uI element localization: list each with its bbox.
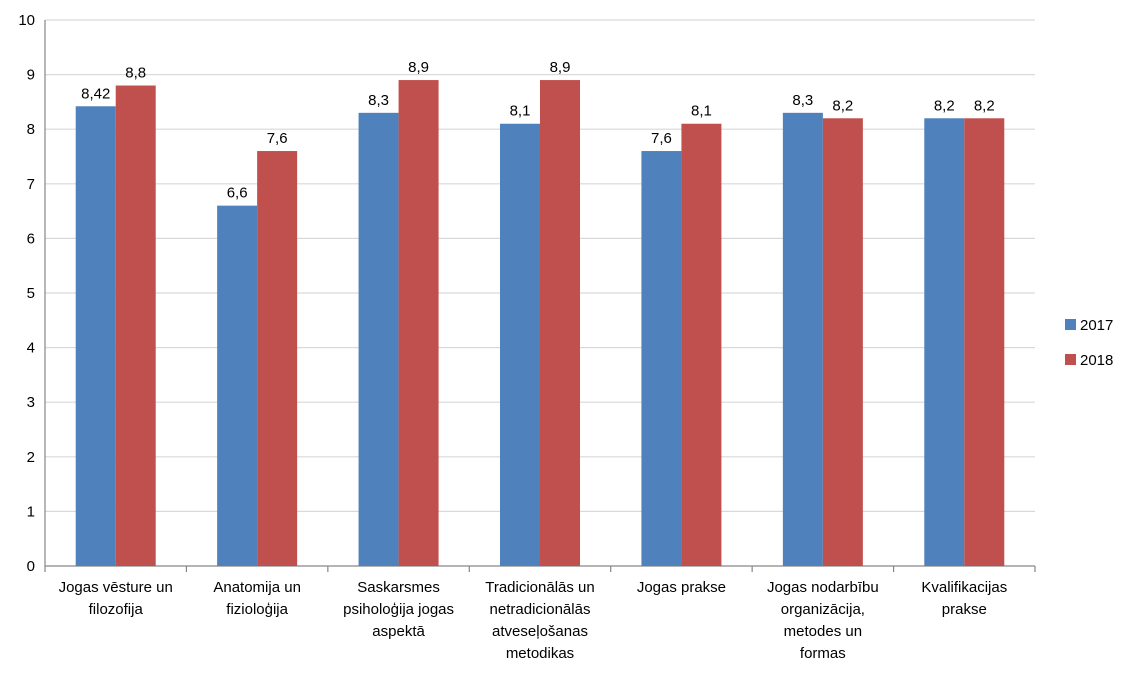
category-label-line: Tradicionālās un [485, 579, 595, 596]
category-label-line: filozofija [89, 601, 144, 618]
data-label-2018: 8,9 [408, 59, 429, 76]
data-label-2018: 8,1 [691, 103, 712, 120]
data-label-2017: 7,6 [651, 130, 672, 147]
category-label-line: organizācija, [781, 601, 865, 618]
y-tick-label: 1 [27, 503, 35, 520]
y-tick-label: 3 [27, 394, 35, 411]
y-tick-label: 10 [18, 12, 35, 29]
legend-label-2017: 2017 [1080, 317, 1113, 334]
category-label-line: fizioloģija [226, 601, 288, 618]
bar-2017 [641, 151, 682, 567]
legend-label-2018: 2018 [1080, 352, 1113, 369]
data-label-2018: 8,8 [125, 65, 146, 82]
category-label-line: Jogas vēsture un [59, 579, 173, 596]
data-label-2018: 7,6 [267, 130, 288, 147]
data-label-2017: 8,1 [510, 103, 531, 120]
bar-2017 [75, 106, 116, 566]
data-label-2017: 8,3 [792, 92, 813, 109]
category-label-line: netradicionālās [490, 601, 591, 618]
category-label: Jogas prakse [637, 579, 726, 596]
legend-swatch-2018 [1065, 354, 1076, 365]
bar-2017 [358, 112, 399, 566]
bar-2018 [115, 85, 156, 567]
data-label-2018: 8,9 [550, 59, 571, 76]
category-label: Kvalifikacijas prakse [921, 579, 1007, 618]
bar-2018 [257, 151, 298, 567]
category-label-line: Jogas prakse [637, 579, 726, 596]
category-label-line: metodes un [784, 623, 862, 640]
category-label-line: prakse [942, 601, 987, 618]
y-tick-label: 8 [27, 121, 35, 138]
category-label-line: metodikas [506, 645, 574, 662]
data-label-2018: 8,2 [974, 97, 995, 114]
y-tick-label: 6 [27, 230, 35, 247]
data-label-2017: 8,42 [81, 85, 110, 102]
data-label-2018: 8,2 [832, 97, 853, 114]
y-tick-label: 9 [27, 67, 35, 84]
bar-2017 [782, 112, 823, 566]
bar-2018 [398, 80, 439, 566]
bar-2018 [822, 118, 863, 566]
data-label-2017: 8,2 [934, 97, 955, 114]
category-label: Saskarsmes psiholoģija jogas aspektā [343, 579, 454, 640]
category-label: Jogas vēsture un filozofija [59, 579, 173, 618]
bar-2017 [924, 118, 965, 566]
y-tick-label: 4 [27, 340, 35, 357]
category-label-line: psiholoģija jogas [343, 601, 454, 618]
category-label: Jogas nodarbību organizācija, metodes un fo… [767, 579, 879, 662]
category-label-line: Kvalifikacijas [921, 579, 1007, 596]
y-tick-label: 5 [27, 285, 35, 302]
category-label-line: Jogas nodarbību [767, 579, 879, 596]
category-label-line: Anatomija un [213, 579, 301, 596]
data-label-2017: 6,6 [227, 185, 248, 202]
bar-2018 [681, 123, 722, 567]
category-label-line: Saskarsmes [357, 579, 440, 596]
bar-2017 [500, 123, 540, 567]
y-tick-label: 7 [27, 176, 35, 193]
legend-swatch-2017 [1065, 319, 1076, 330]
category-label: Tradicionālās un netradicionālās atveseļoš… [485, 579, 595, 662]
category-label-line: formas [800, 645, 846, 662]
bar-2018 [540, 80, 580, 566]
bar-2017 [217, 205, 258, 566]
bar-2018 [964, 118, 1005, 566]
y-tick-label: 2 [27, 449, 35, 466]
y-tick-label: 0 [27, 558, 35, 575]
category-label: Anatomija un fizioloģija [213, 579, 301, 618]
category-label-line: aspektā [372, 623, 425, 640]
category-label-line: atveseļošanas [492, 623, 588, 640]
data-label-2017: 8,3 [368, 92, 389, 109]
